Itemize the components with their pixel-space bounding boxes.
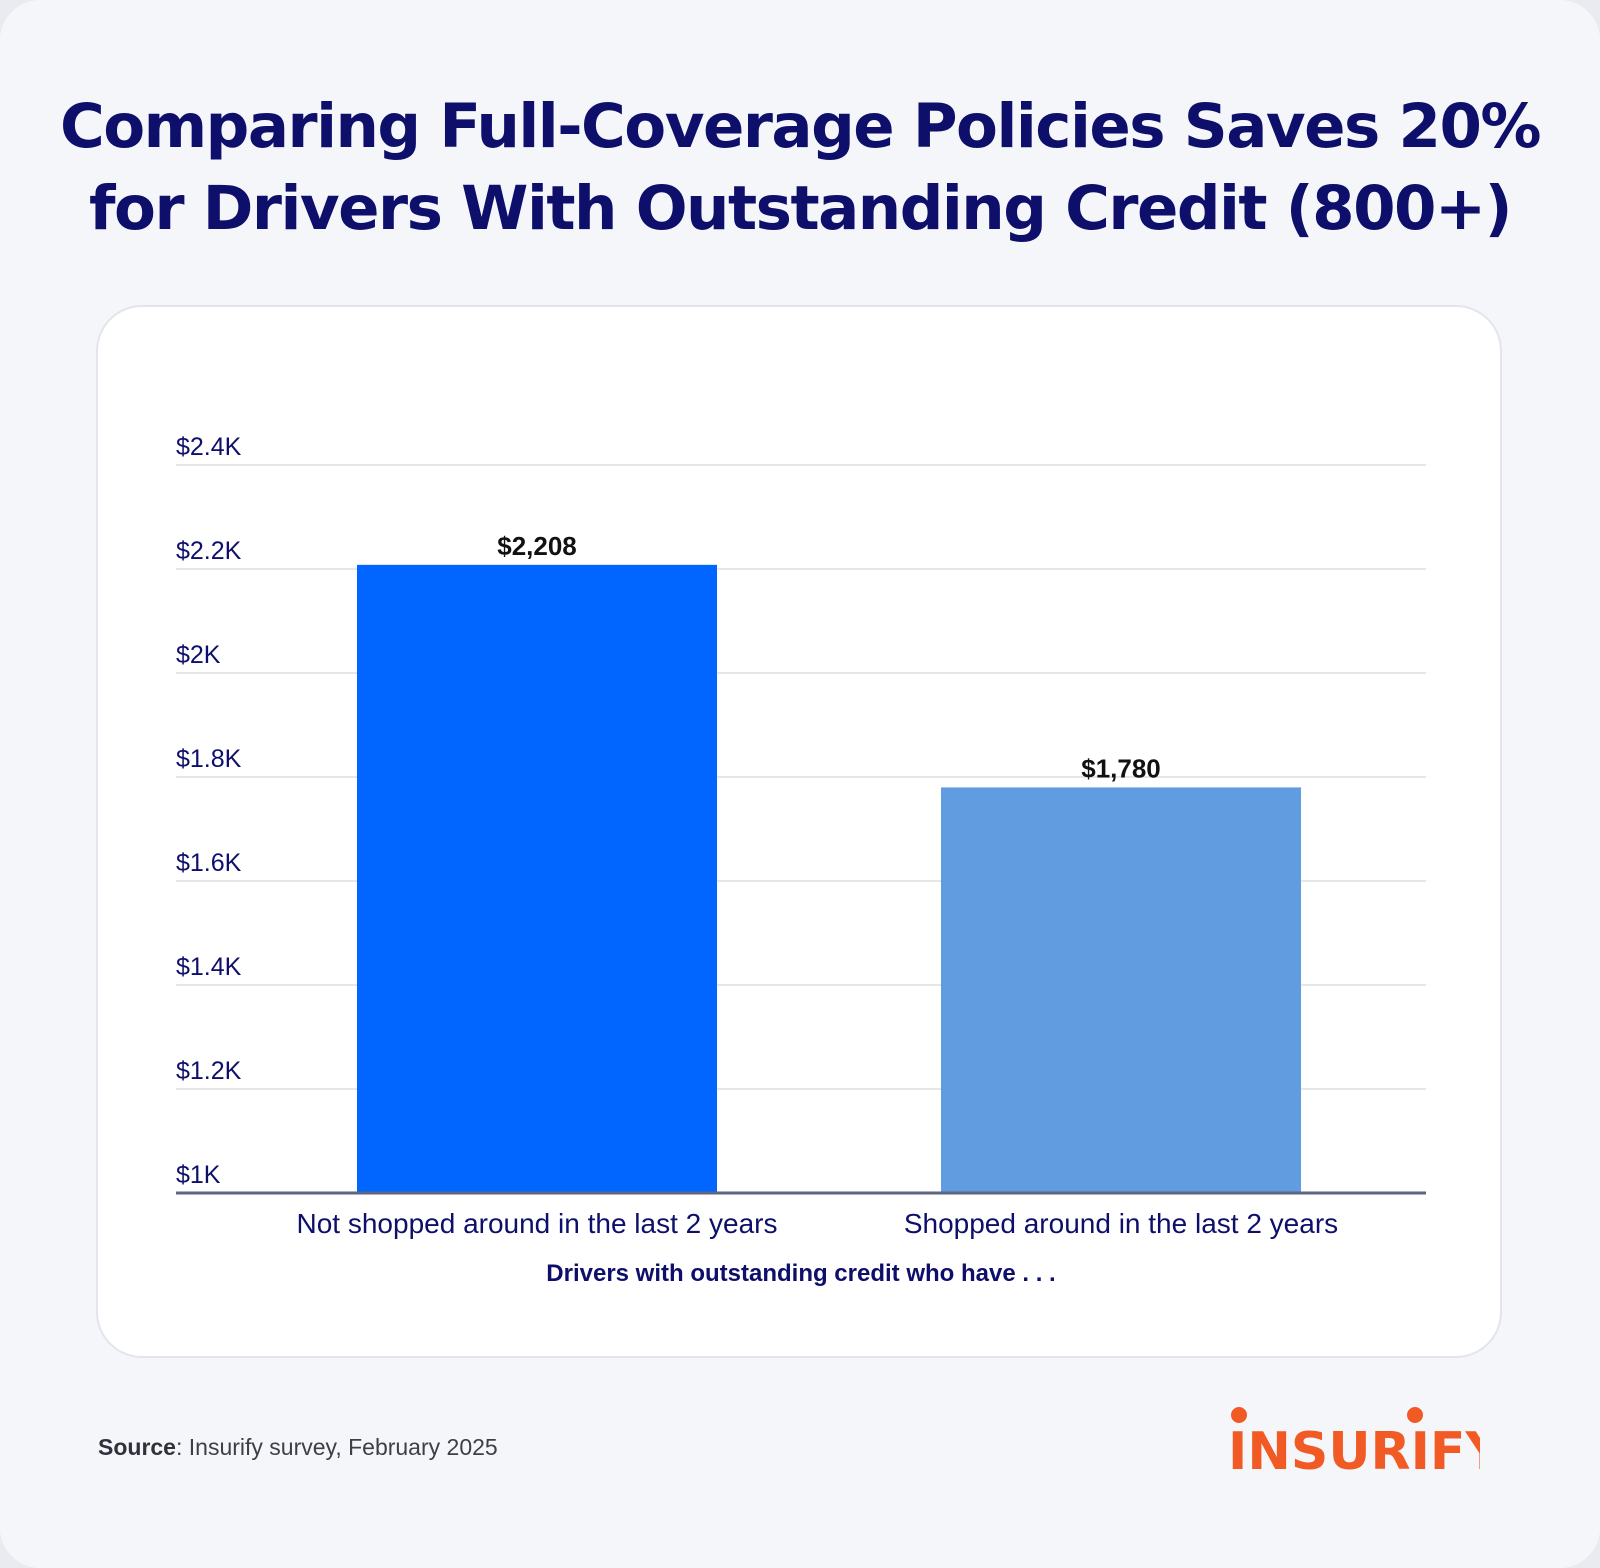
source-note: Source: Insurify survey, February 2025 (98, 1434, 498, 1461)
logo-dot-right (1407, 1407, 1423, 1423)
logo-dot-left (1231, 1407, 1247, 1423)
x-axis-title: Drivers with outstanding credit who have… (546, 1260, 1055, 1287)
y-tick-label: $2.4K (176, 433, 242, 461)
bar (357, 564, 717, 1193)
title-line-1: Comparing Full-Coverage Policies Saves 2… (59, 91, 1542, 162)
logo-wordmark: INSURIFY (1230, 1422, 1480, 1473)
bar-value-label: $2,208 (497, 531, 577, 561)
y-tick-label: $1.8K (176, 745, 242, 773)
x-tick-label: Shopped around in the last 2 years (904, 1208, 1338, 1239)
insurify-logo: INSURIFY (1230, 1407, 1480, 1473)
y-tick-label: $1.4K (176, 953, 242, 981)
y-tick-label: $1.2K (176, 1057, 242, 1085)
x-tick-label: Not shopped around in the last 2 years (297, 1208, 778, 1239)
source-text: : Insurify survey, February 2025 (175, 1434, 498, 1460)
page-title: Comparing Full-Coverage Policies Saves 2… (0, 86, 1600, 250)
title-line-2: for Drivers With Outstanding Credit (800… (89, 173, 1512, 244)
y-tick-label: $1K (176, 1161, 221, 1189)
y-tick-label: $1.6K (176, 849, 242, 877)
y-tick-label: $2K (176, 641, 221, 669)
bar-chart: $1K $1.2K $1.4K $1.6K $1.8K $2K $2.2K $2.4K $2,… (176, 433, 1426, 1287)
y-tick-label: $2.2K (176, 537, 242, 565)
bar (941, 787, 1301, 1193)
bar-value-labels: $2,208 $1,780 (497, 531, 1161, 784)
chart-card: $1K $1.2K $1.4K $1.6K $1.8K $2K $2.2K $2.4K $2,… (96, 305, 1502, 1358)
bars (357, 564, 1301, 1193)
bar-value-label: $1,780 (1081, 753, 1161, 783)
y-axis-tick-labels: $1K $1.2K $1.4K $1.6K $1.8K $2K $2.2K $2.4K (176, 433, 242, 1189)
x-axis-tick-labels: Not shopped around in the last 2 years Sh… (297, 1208, 1339, 1239)
source-label: Source (98, 1434, 176, 1460)
